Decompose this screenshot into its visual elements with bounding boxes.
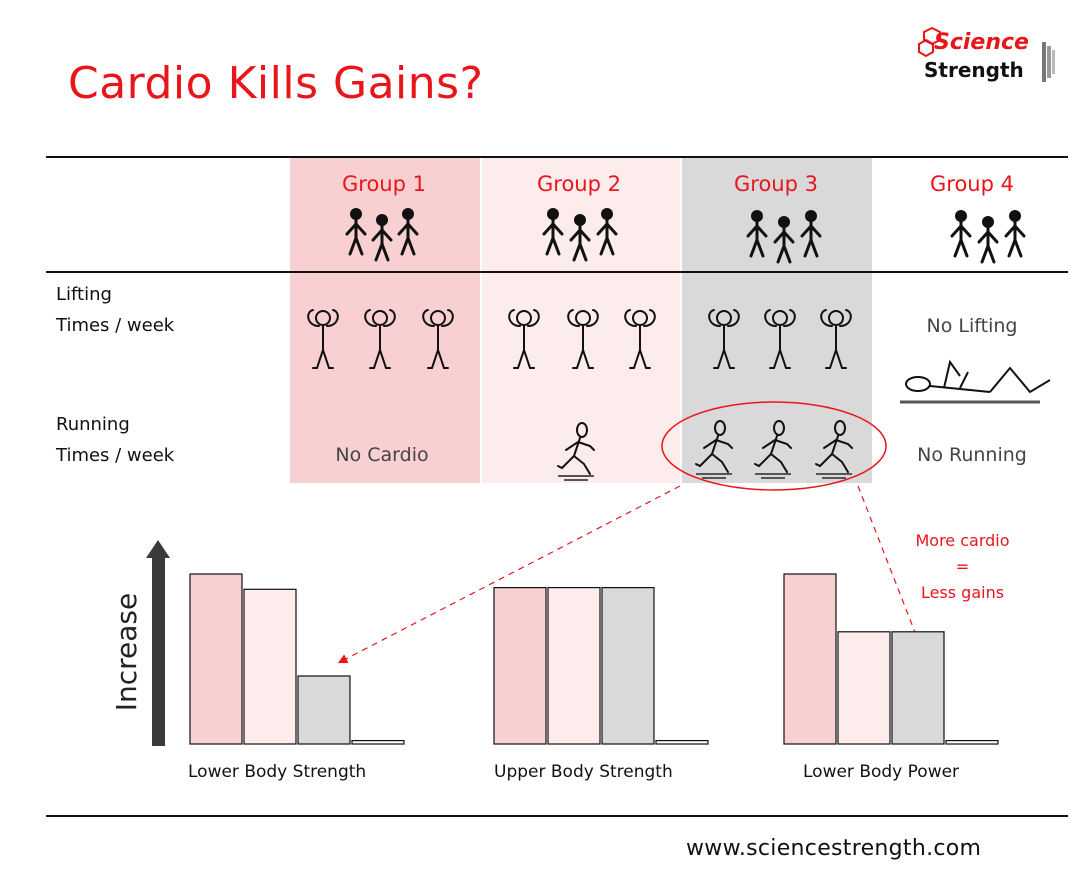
bar-lower-body-power-group-4 bbox=[945, 739, 999, 745]
logo-strength-text: Strength bbox=[924, 58, 1024, 82]
group1-header: Group 1 bbox=[342, 172, 426, 196]
bar-lower-body-strength-group-4 bbox=[351, 739, 405, 745]
annotation-note: More cardio = Less gains bbox=[880, 528, 1045, 606]
highlight-ellipse bbox=[661, 401, 887, 491]
annotation-line1: More cardio bbox=[915, 531, 1010, 550]
running-label: Running bbox=[56, 414, 130, 435]
y-axis bbox=[146, 540, 170, 746]
table-top-rule bbox=[46, 156, 1068, 158]
running-sublabel: Times / week bbox=[56, 445, 175, 466]
footer-rule bbox=[46, 815, 1068, 817]
annotation-line2: = bbox=[955, 557, 970, 576]
bar-lower-body-strength-group-1 bbox=[189, 573, 243, 745]
bar-lower-body-power-group-2 bbox=[837, 631, 891, 745]
bar-lower-body-power-group-1 bbox=[783, 573, 837, 745]
bar-upper-body-strength-group-1 bbox=[493, 586, 547, 745]
bar-lower-body-power-group-3 bbox=[891, 631, 945, 745]
y-axis-label: Increase bbox=[110, 593, 143, 712]
group1-no-cardio: No Cardio bbox=[335, 444, 429, 466]
arrow-to-lower-strength bbox=[337, 485, 681, 664]
annotation-arrows bbox=[337, 485, 920, 664]
bar-upper-body-strength-group-3 bbox=[601, 586, 655, 745]
category-label-lower-body-strength: Lower Body Strength bbox=[188, 762, 367, 782]
group4-no-lifting: No Lifting bbox=[926, 315, 1018, 337]
bar-lower-body-strength-group-2 bbox=[243, 588, 297, 745]
bar-lower-body-strength-group-3 bbox=[297, 675, 351, 745]
footer-url: www.sciencestrength.com bbox=[686, 836, 982, 861]
category-label-upper-body-strength: Upper Body Strength bbox=[494, 762, 673, 782]
group3-header: Group 3 bbox=[734, 172, 818, 196]
figures-layer bbox=[307, 206, 1051, 491]
lifting-sublabel: Times / week bbox=[56, 315, 175, 336]
category-label-lower-body-power: Lower Body Power bbox=[803, 762, 960, 782]
page-title: Cardio Kills Gains? bbox=[68, 58, 484, 109]
logo-science-text: Science bbox=[934, 30, 1029, 55]
group3-column-bg bbox=[682, 158, 872, 483]
brand-logo: Science Strength bbox=[918, 24, 1058, 94]
lying-figure-icon bbox=[900, 359, 1051, 404]
barbell-logo-icon bbox=[918, 26, 1055, 82]
annotation-line3: Less gains bbox=[920, 583, 1005, 602]
bar-upper-body-strength-group-4 bbox=[655, 739, 709, 745]
bar-upper-body-strength-group-2 bbox=[547, 586, 601, 745]
lifting-label: Lifting bbox=[56, 284, 112, 305]
group4-header: Group 4 bbox=[930, 172, 1014, 196]
group2-header: Group 2 bbox=[537, 172, 621, 196]
group1-column-bg bbox=[290, 158, 480, 483]
table-header-rule bbox=[46, 271, 1068, 273]
group4-no-running: No Running bbox=[917, 444, 1027, 466]
arrow-to-lower-power bbox=[857, 485, 920, 643]
